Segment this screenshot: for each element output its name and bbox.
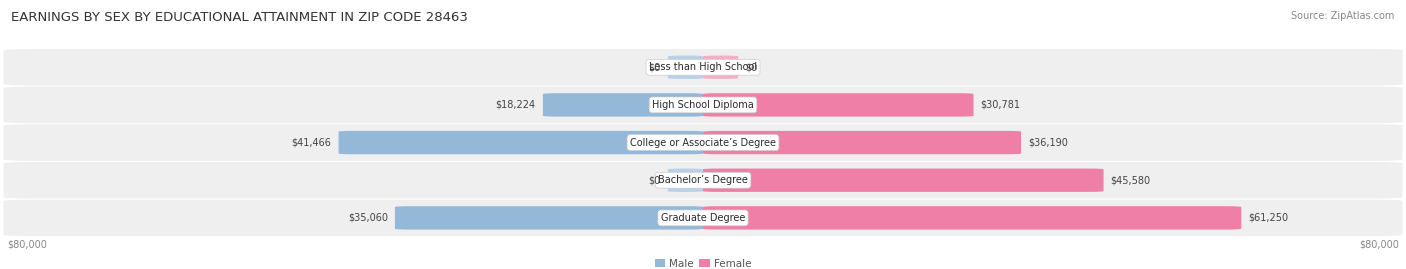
Text: $30,781: $30,781 (980, 100, 1021, 110)
FancyBboxPatch shape (395, 206, 703, 229)
Text: $80,000: $80,000 (7, 240, 46, 250)
FancyBboxPatch shape (3, 162, 1403, 199)
Text: $61,250: $61,250 (1249, 213, 1288, 223)
Text: EARNINGS BY SEX BY EDUCATIONAL ATTAINMENT IN ZIP CODE 28463: EARNINGS BY SEX BY EDUCATIONAL ATTAINMEN… (11, 11, 468, 24)
Legend: Male, Female: Male, Female (651, 254, 755, 269)
FancyBboxPatch shape (703, 93, 973, 116)
Text: Graduate Degree: Graduate Degree (661, 213, 745, 223)
FancyBboxPatch shape (3, 87, 1403, 123)
Text: Less than High School: Less than High School (650, 62, 756, 72)
Text: Source: ZipAtlas.com: Source: ZipAtlas.com (1291, 11, 1395, 21)
Text: High School Diploma: High School Diploma (652, 100, 754, 110)
FancyBboxPatch shape (703, 206, 1241, 229)
FancyBboxPatch shape (668, 56, 703, 79)
Text: $35,060: $35,060 (347, 213, 388, 223)
FancyBboxPatch shape (543, 93, 703, 116)
FancyBboxPatch shape (703, 169, 1104, 192)
FancyBboxPatch shape (703, 56, 738, 79)
FancyBboxPatch shape (3, 49, 1403, 86)
FancyBboxPatch shape (339, 131, 703, 154)
Text: Bachelor’s Degree: Bachelor’s Degree (658, 175, 748, 185)
Text: $45,580: $45,580 (1111, 175, 1150, 185)
Text: College or Associate’s Degree: College or Associate’s Degree (630, 137, 776, 148)
FancyBboxPatch shape (3, 124, 1403, 161)
Text: $80,000: $80,000 (1360, 240, 1399, 250)
FancyBboxPatch shape (703, 131, 1021, 154)
Text: $0: $0 (648, 175, 661, 185)
Text: $18,224: $18,224 (496, 100, 536, 110)
FancyBboxPatch shape (668, 169, 703, 192)
Text: $0: $0 (648, 62, 661, 72)
Text: $0: $0 (745, 62, 758, 72)
Text: $41,466: $41,466 (291, 137, 332, 148)
FancyBboxPatch shape (3, 200, 1403, 236)
Text: $36,190: $36,190 (1028, 137, 1069, 148)
